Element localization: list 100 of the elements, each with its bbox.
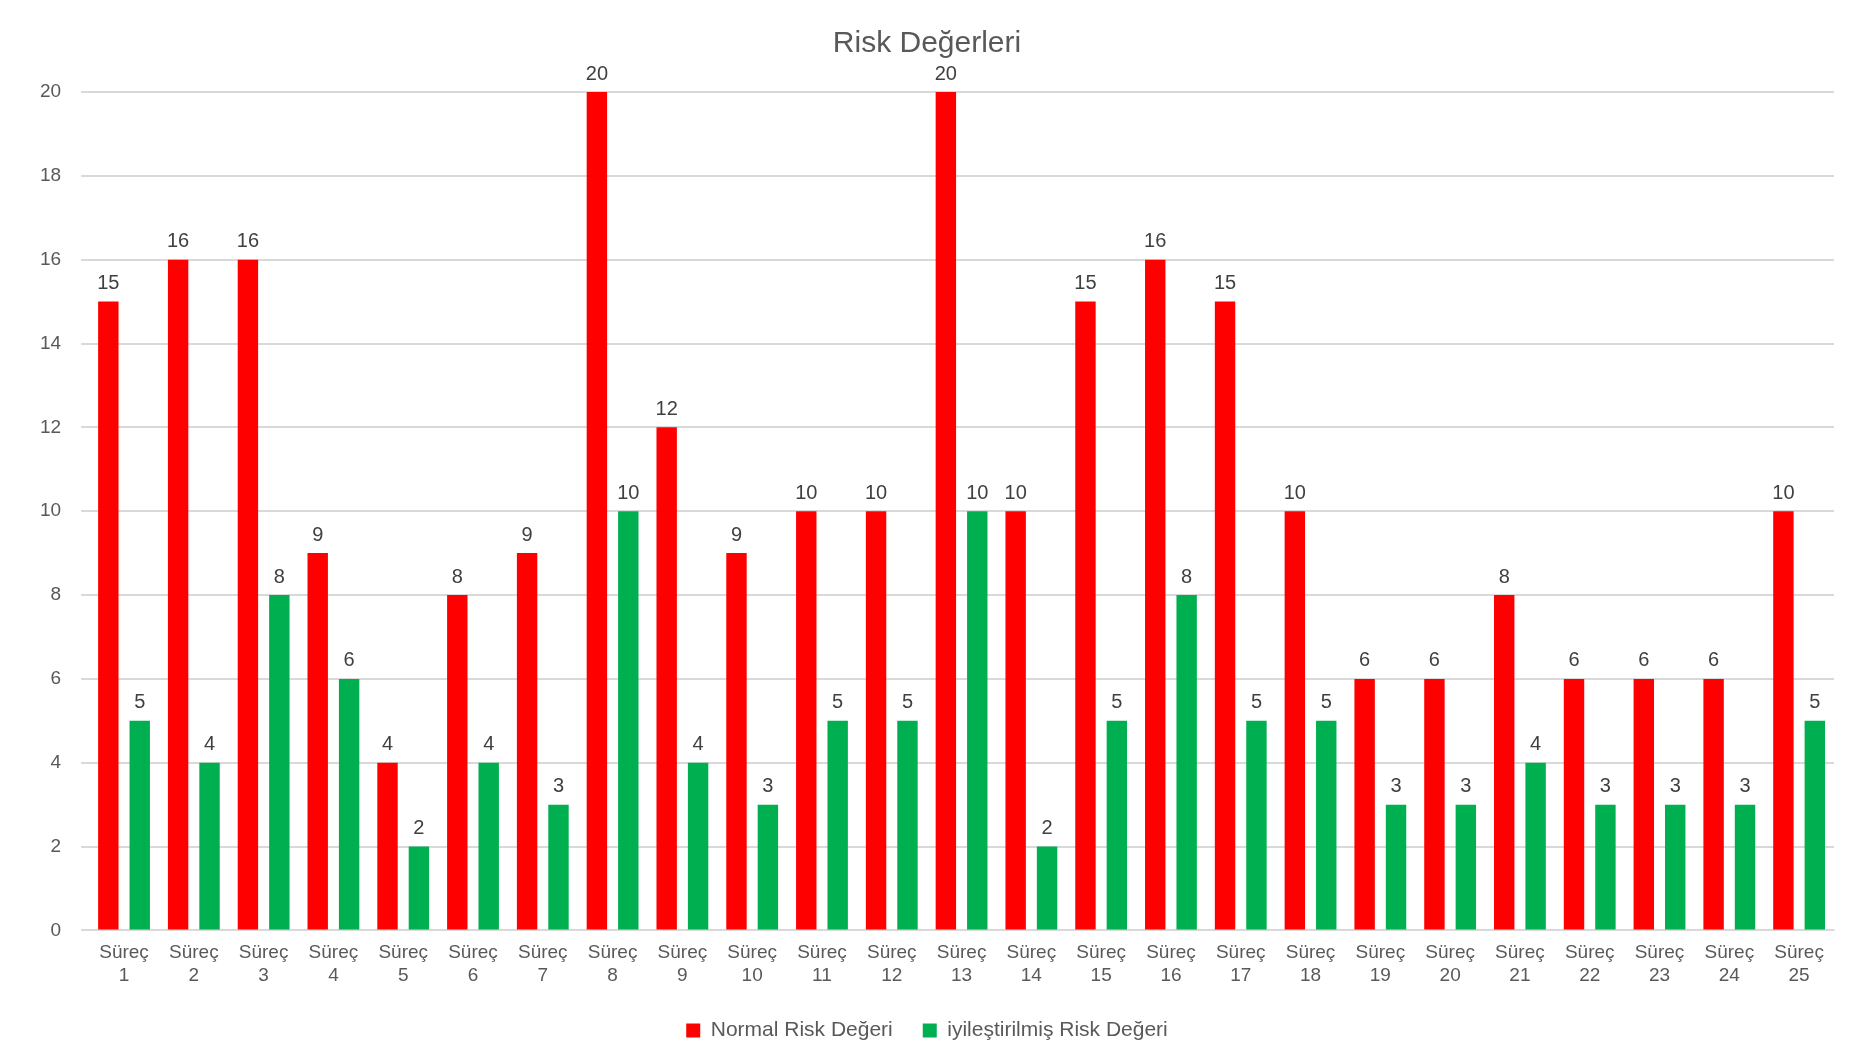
data-label: 6 [343, 648, 355, 671]
bar [237, 259, 259, 930]
y-tick-label: 8 [50, 583, 62, 605]
data-label: 4 [381, 732, 394, 755]
y-tick-label: 14 [39, 331, 62, 353]
x-tick-label: Süreç 4 [308, 941, 359, 985]
data-label: 6 [1568, 648, 1580, 671]
bar [1176, 595, 1197, 930]
bar [1246, 720, 1267, 930]
data-label: 10 [1772, 480, 1795, 503]
bar [1773, 511, 1794, 930]
data-label: 2 [413, 816, 425, 839]
bar [1036, 846, 1058, 930]
data-label: 6 [1428, 648, 1440, 671]
data-label: 5 [1809, 690, 1821, 713]
bar [1075, 301, 1096, 930]
bar [687, 762, 709, 930]
bar [516, 553, 538, 930]
bar [338, 678, 360, 930]
bar [1385, 804, 1407, 930]
data-label: 16 [167, 229, 190, 252]
x-tick-label: Süreç 20 [1425, 941, 1475, 985]
y-tick-label: 4 [50, 750, 62, 772]
data-label: 9 [521, 522, 533, 545]
bar [98, 301, 119, 930]
bar [897, 720, 918, 930]
x-tick-label: Süreç 9 [657, 941, 708, 985]
data-label: 4 [692, 732, 704, 755]
data-label: 4 [203, 732, 216, 755]
x-tick-label: Süreç 3 [238, 941, 289, 985]
data-label: 3 [1390, 774, 1402, 797]
data-label: 10 [1004, 480, 1027, 503]
data-label: 20 [934, 61, 957, 84]
x-tick-label: Süreç 6 [448, 941, 498, 985]
data-label: 12 [655, 396, 678, 419]
data-label: 2 [1041, 816, 1053, 839]
x-tick-label: Süreç 16 [1146, 941, 1196, 985]
bar [1145, 259, 1166, 930]
x-tick-label: Süreç 5 [378, 941, 429, 985]
bar [447, 595, 468, 930]
bar [1354, 678, 1375, 930]
x-tick-label: Süreç 14 [1006, 941, 1057, 985]
data-label: 15 [97, 271, 120, 294]
data-label: 3 [552, 774, 565, 797]
data-label: 6 [1708, 648, 1720, 671]
y-tick-label: 2 [50, 834, 62, 856]
bar [827, 720, 848, 930]
x-tick-label: Süreç 24 [1704, 941, 1755, 985]
legend-label: Normal Risk Değeri [710, 1017, 893, 1041]
bar [1005, 511, 1026, 930]
data-label: 16 [1144, 229, 1167, 252]
bar [1633, 678, 1655, 930]
data-label: 6 [1359, 648, 1371, 671]
x-tick-label: Süreç 23 [1634, 941, 1685, 985]
y-tick-label: 0 [50, 918, 62, 940]
bar [307, 553, 328, 930]
data-label: 10 [1283, 480, 1306, 503]
bar [726, 553, 747, 930]
bar [865, 511, 887, 930]
bar [1804, 720, 1826, 930]
data-label: 15 [1213, 271, 1237, 294]
data-label: 15 [1074, 271, 1097, 294]
y-tick-label: 16 [39, 247, 62, 269]
x-tick-label: Süreç 11 [797, 941, 847, 985]
data-label: 5 [832, 690, 844, 713]
bar [1284, 511, 1306, 930]
data-label: 4 [483, 732, 495, 755]
bar [1424, 678, 1445, 930]
x-tick-label: Süreç 1 [99, 941, 149, 985]
data-label: 9 [730, 522, 743, 545]
bar [167, 259, 189, 930]
data-label: 3 [1739, 774, 1751, 797]
y-tick-label: 20 [39, 80, 62, 102]
data-label: 5 [134, 690, 146, 713]
y-tick-label: 10 [39, 499, 62, 521]
data-label: 10 [617, 480, 640, 503]
data-label: 5 [901, 690, 914, 713]
x-tick-label: Süreç 22 [1564, 941, 1615, 985]
bar [656, 427, 677, 930]
bar [129, 720, 150, 930]
bar [1525, 762, 1546, 930]
x-tick-label: Süreç 18 [1285, 941, 1336, 985]
bar [618, 511, 639, 930]
x-tick-label: Süreç 17 [1215, 941, 1266, 985]
x-tick-label: Süreç 2 [169, 941, 219, 985]
bar [1214, 301, 1236, 930]
bar [408, 846, 430, 930]
x-tick-label: Süreç 13 [936, 941, 987, 985]
x-tick-label: Süreç 8 [587, 941, 638, 985]
bar [1106, 720, 1128, 930]
data-label: 8 [451, 564, 463, 587]
x-tick-label: Süreç 25 [1774, 941, 1824, 985]
x-tick-label: Süreç 12 [866, 941, 917, 985]
data-label: 6 [1638, 648, 1650, 671]
x-tick-label: Süreç 15 [1076, 941, 1126, 985]
data-label: 10 [795, 480, 818, 503]
x-tick-label: Süreç 10 [727, 941, 777, 985]
bar [796, 511, 817, 930]
x-tick-label: Süreç 21 [1495, 941, 1545, 985]
bar [1563, 678, 1585, 930]
